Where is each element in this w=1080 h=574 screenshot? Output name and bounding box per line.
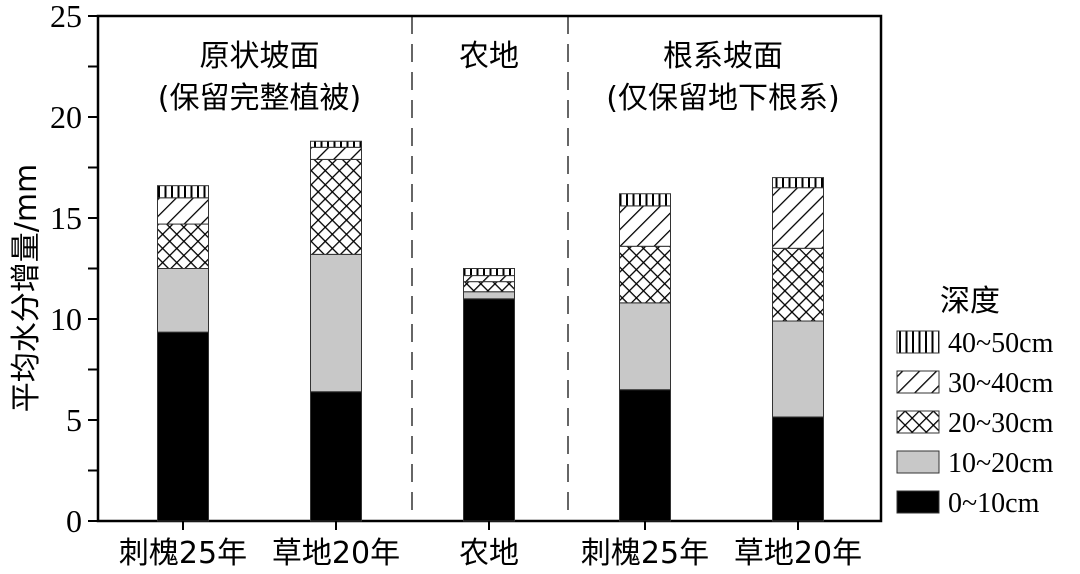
group-sublabel: (保留完整植被) [158, 81, 361, 116]
bar-stack [463, 268, 515, 522]
bar-segment [463, 268, 515, 277]
bar-segment [310, 391, 362, 522]
legend-item: 40~50cm [896, 328, 1054, 359]
legend-item: 10~20cm [896, 448, 1054, 479]
bar-segment [619, 205, 671, 247]
legend-label: 10~20cm [948, 448, 1054, 479]
legend-label: 20~30cm [948, 408, 1054, 439]
bar-segment [463, 281, 515, 293]
y-tick-label: 10 [50, 301, 82, 337]
x-axis: 刺槐25年 草地20年 农地 刺槐25年 草地20年 [119, 521, 862, 571]
y-tick-label: 5 [66, 402, 82, 438]
group-dividers [411, 16, 569, 521]
group-label: 根系坡面 [663, 39, 783, 74]
bar-segment [157, 331, 209, 522]
group-label: 原状坡面 [200, 39, 320, 74]
bar-segment [157, 197, 209, 225]
bar-segment [310, 146, 362, 160]
bar-segment [157, 185, 209, 199]
legend-item: 30~40cm [896, 368, 1054, 399]
y-axis-label: 平均水分增量/mm [9, 164, 44, 413]
group-labels: 原状坡面 (保留完整植被) 农地 根系坡面 (仅保留地下根系) [158, 39, 840, 116]
bars [157, 140, 824, 522]
bar-segment [772, 416, 824, 522]
legend: 深度 40~50cm 30~40cm 20~30cm 10~20cm 0~10cm [896, 284, 1054, 519]
legend-swatch [896, 410, 940, 434]
y-axis: 0 5 10 15 20 25 [50, 0, 98, 539]
bar-segment [463, 275, 515, 283]
bar-stack [310, 140, 362, 522]
x-tick-label: 草地20年 [272, 536, 400, 571]
bar-segment [310, 253, 362, 393]
legend-label: 30~40cm [948, 368, 1054, 399]
bar-segment [772, 187, 824, 249]
bar-segment [157, 268, 209, 333]
x-tick-label: 刺槐25年 [581, 536, 709, 571]
bar-segment [463, 298, 515, 522]
bar-stack [772, 177, 824, 522]
bar-segment [772, 247, 824, 322]
x-tick-label: 农地 [459, 536, 519, 571]
bar-segment [619, 193, 671, 207]
legend-swatch [896, 490, 940, 514]
group-label: 农地 [459, 39, 519, 74]
bar-segment [619, 389, 671, 522]
legend-label: 0~10cm [948, 488, 1040, 519]
legend-item: 0~10cm [896, 488, 1040, 519]
x-tick-label: 刺槐25年 [119, 536, 247, 571]
y-tick-label: 25 [50, 0, 82, 34]
y-tick-label: 0 [66, 503, 82, 539]
legend-swatch [896, 370, 940, 394]
bar-segment [157, 223, 209, 269]
legend-swatch [896, 450, 940, 474]
legend-title: 深度 [940, 284, 1000, 319]
legend-label: 40~50cm [948, 328, 1054, 359]
group-sublabel: (仅保留地下根系) [606, 81, 839, 116]
y-tick-label: 15 [50, 200, 82, 236]
bar-segment [619, 302, 671, 391]
legend-item: 20~30cm [896, 408, 1054, 439]
bar-stack [619, 193, 671, 522]
x-tick-label: 草地20年 [734, 536, 862, 571]
bar-segment [619, 245, 671, 304]
bar-stack [157, 185, 209, 522]
bar-segment [310, 158, 362, 255]
bar-segment [772, 320, 824, 418]
bar-segment [463, 291, 515, 300]
legend-swatch [896, 330, 940, 354]
y-tick-label: 20 [50, 99, 82, 135]
bar-segment [772, 177, 824, 189]
bar-segment [310, 140, 362, 148]
